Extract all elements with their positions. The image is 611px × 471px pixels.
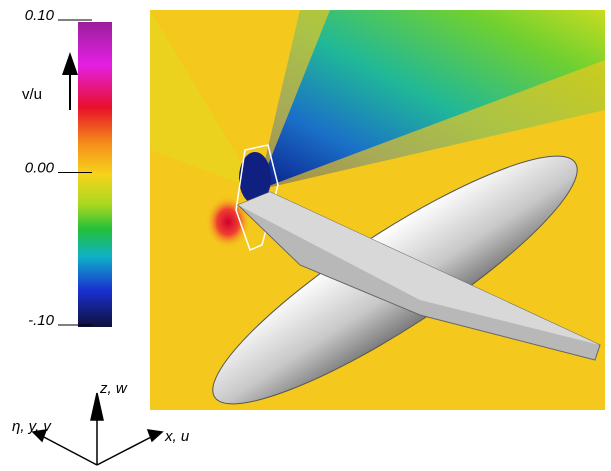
colorbar — [78, 22, 112, 327]
axis-label: x, u — [164, 428, 190, 445]
tick-label: 0.00 — [25, 159, 55, 176]
tick-label: 0.10 — [25, 7, 55, 24]
axis-triad — [33, 393, 162, 465]
axis-label: z, w — [99, 380, 128, 397]
axis-label: η, y, v — [12, 418, 52, 435]
colorbar-label: v/u — [22, 86, 42, 103]
arrowhead — [62, 52, 78, 75]
tick-label: -.10 — [28, 312, 55, 329]
figure: 0.10 0.00 -.10 v/u z, w η, y, v x, u — [0, 0, 611, 471]
